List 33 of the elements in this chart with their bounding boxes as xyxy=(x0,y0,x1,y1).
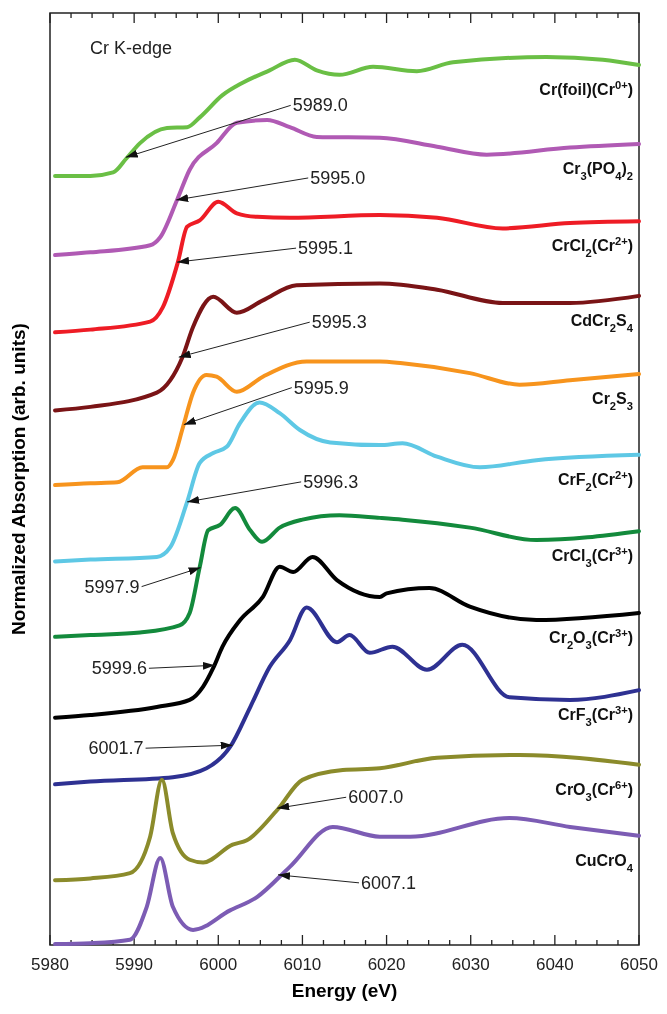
annotation: 6007.1 xyxy=(361,872,417,893)
series-label: CuCrO$_{4}$ xyxy=(575,851,634,874)
series-label: Cr(foil)(Cr$^{0+}$) xyxy=(539,78,633,98)
annotation: 5995.9 xyxy=(293,377,349,398)
annotation: 5995.3 xyxy=(311,312,367,333)
annotation: 5996.3 xyxy=(303,471,359,492)
series-label: CrO$_{3}$(Cr$^{6+}$) xyxy=(555,778,633,803)
series-label: CrF$_{2}$(Cr$^{2+}$) xyxy=(558,468,633,493)
x-tick-label: 5990 xyxy=(115,955,154,974)
y-axis-title: Normalized Absorption (arb. units) xyxy=(8,323,29,635)
x-tick-label: 6040 xyxy=(535,955,574,974)
series-label: Cr$_{2}$S$_{3}$ xyxy=(592,390,633,413)
x-axis-title: Energy (eV) xyxy=(291,980,398,1001)
series-label: CrCl$_{2}$(Cr$^{2+}$) xyxy=(551,235,633,260)
annotation: 5999.6 xyxy=(91,658,147,679)
x-tick-label: 6010 xyxy=(283,955,322,974)
annotation: 5995.0 xyxy=(310,167,366,188)
x-tick-label: 6000 xyxy=(199,955,238,974)
annotation: 6007.0 xyxy=(348,787,404,808)
annotation: 5995.1 xyxy=(298,238,354,259)
x-tick-label: 5980 xyxy=(31,955,69,974)
series-label: Cr$_{3}$(PO$_{4}$)$_{2}$ xyxy=(562,160,633,183)
annotation: 5997.9 xyxy=(84,576,140,597)
annotation: 5989.0 xyxy=(292,95,348,116)
x-tick-label: 6020 xyxy=(367,955,406,974)
series-label: Cr$_{2}$O$_{3}$(Cr$^{3+}$) xyxy=(549,626,633,651)
series-label: CrCl$_{3}$(Cr$^{3+}$) xyxy=(551,545,633,570)
annotation: Cr K-edge xyxy=(90,38,173,58)
x-tick-label: 6050 xyxy=(620,955,658,974)
x-tick-label: 6030 xyxy=(451,955,490,974)
series-label: CrF$_{3}$(Cr$^{3+}$) xyxy=(558,704,633,729)
series-label: CdCr$_{2}$S$_{4}$ xyxy=(570,311,634,334)
annotation: 6001.7 xyxy=(88,738,144,759)
